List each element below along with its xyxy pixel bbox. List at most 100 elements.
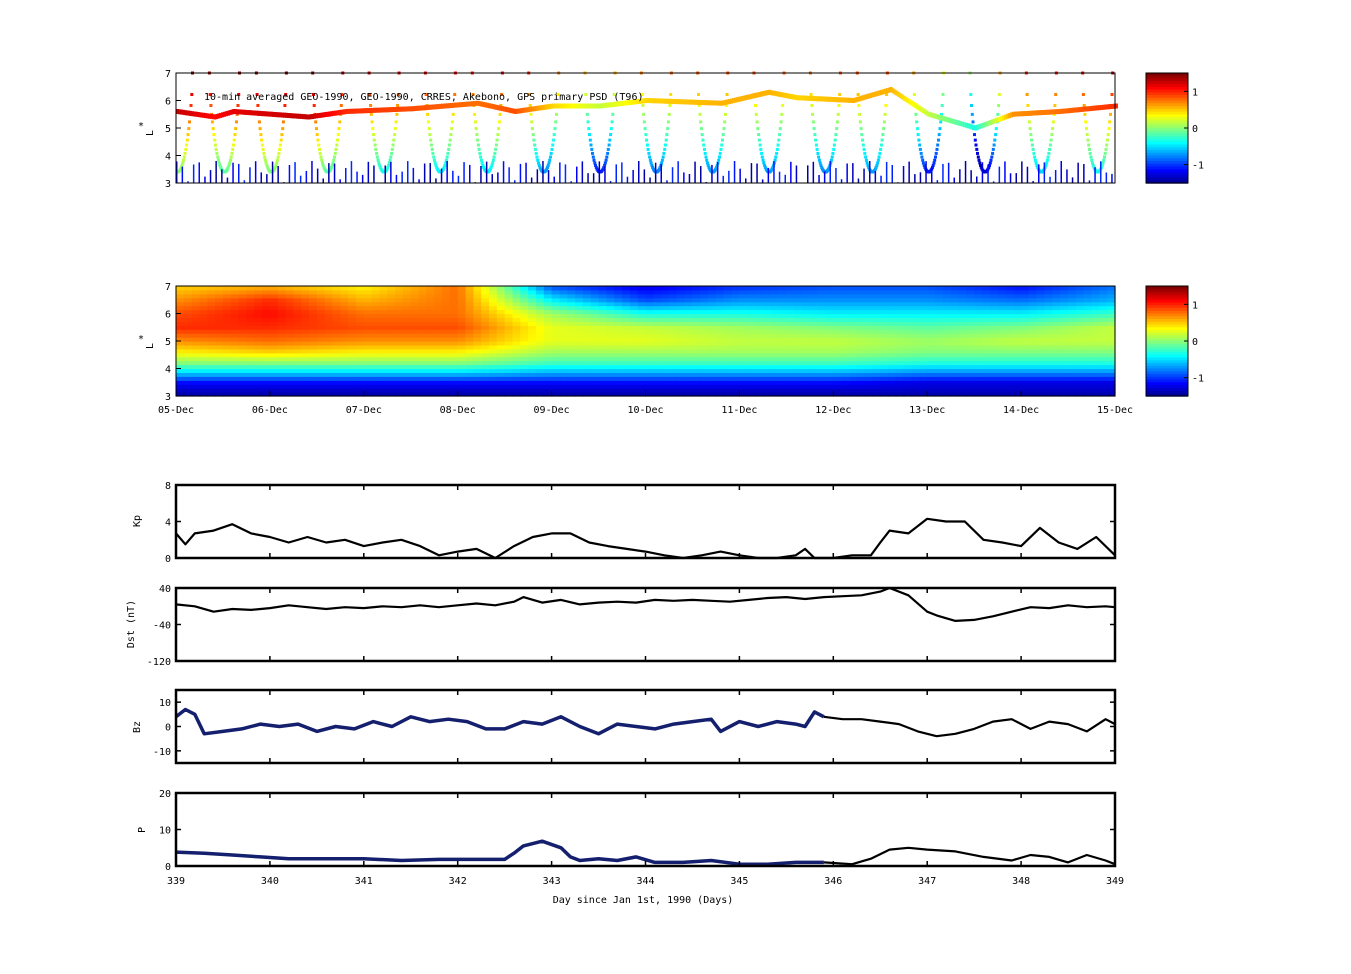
- psd-cell: [269, 325, 279, 330]
- geo-track-point: [564, 103, 568, 109]
- psd-cell: [543, 293, 553, 299]
- psd-cell: [191, 325, 201, 330]
- psd-cell: [543, 325, 553, 330]
- psd-cell: [755, 344, 764, 350]
- psd-cell: [841, 289, 850, 295]
- psd-cell: [528, 356, 537, 362]
- psd-pass-point: [939, 120, 943, 124]
- psd-cell: [653, 356, 662, 362]
- psd-cell: [269, 384, 279, 389]
- psd-cell: [989, 313, 999, 318]
- psd-cell: [708, 309, 717, 315]
- geo-track-point: [228, 110, 232, 116]
- psd-cell: [520, 286, 529, 291]
- psd-cell: [191, 305, 201, 311]
- psd-cell: [700, 309, 709, 315]
- psd-cell: [379, 341, 388, 346]
- psd-pass-point: [236, 104, 240, 107]
- psd-cell: [473, 356, 482, 362]
- psd-cell: [363, 321, 373, 326]
- psd-cell: [543, 333, 553, 338]
- geo-track-point: [414, 105, 418, 111]
- psd-cell: [942, 384, 952, 389]
- psd-cell: [708, 286, 717, 291]
- geo-track-point: [902, 95, 906, 101]
- psd-cell: [927, 348, 936, 354]
- psd-pass-point: [932, 161, 936, 165]
- psd-cell: [340, 360, 349, 366]
- psd-cell: [997, 293, 1006, 299]
- psd-cell: [1107, 309, 1116, 315]
- psd-cell: [778, 372, 787, 377]
- colorbar-swatch: [1146, 357, 1188, 361]
- psd-cell: [770, 293, 780, 299]
- geo-track-point: [224, 111, 228, 117]
- psd-pass-point: [216, 155, 220, 159]
- colorbar-swatch: [1146, 288, 1188, 293]
- psd-cell: [199, 376, 208, 381]
- psd-cell: [449, 313, 459, 318]
- psd-cell: [387, 356, 396, 362]
- geo-track-point: [786, 93, 790, 99]
- geo-track-point: [485, 102, 489, 108]
- psd-cell: [183, 309, 193, 315]
- psd-cell: [340, 376, 349, 381]
- psd-cell: [802, 329, 811, 334]
- psd-cell: [958, 289, 967, 295]
- psd-cell: [238, 364, 247, 370]
- psd-cell: [269, 376, 279, 381]
- psd-cell: [817, 286, 826, 291]
- psd-cell: [629, 325, 639, 330]
- geo-track-point: [810, 96, 814, 101]
- psd-cell: [919, 352, 928, 358]
- psd-cell: [888, 286, 897, 291]
- psd-cell: [841, 293, 850, 299]
- psd-pass-point: [233, 133, 237, 137]
- psd-cell: [919, 356, 928, 362]
- psd-cell: [285, 360, 294, 366]
- psd-cell: [379, 360, 388, 366]
- psd-low-L-trace: [835, 168, 837, 183]
- psd-cell: [183, 372, 193, 377]
- psd-cell: [1083, 388, 1093, 393]
- psd-observed-colorbar: 10-1: [1145, 72, 1204, 184]
- psd-cell: [543, 380, 553, 385]
- psd-cell: [723, 376, 733, 381]
- psd-cell: [989, 364, 999, 370]
- geo-track-point: [484, 102, 487, 108]
- psd-cell: [684, 317, 693, 322]
- colorbar-swatch: [1146, 346, 1188, 350]
- psd-cell: [238, 380, 247, 385]
- psd-cell: [950, 352, 960, 358]
- geo-track-point: [1079, 107, 1083, 112]
- psd-cell: [637, 356, 647, 362]
- psd-cell: [1021, 341, 1030, 346]
- psd-cell: [692, 360, 701, 366]
- psd-cell: [1013, 344, 1022, 350]
- psd-cell: [1083, 293, 1093, 299]
- psd-cell: [262, 364, 271, 370]
- psd-cell: [340, 341, 349, 346]
- psd-pass-point: [778, 127, 782, 131]
- psd-cell: [543, 372, 553, 377]
- psd-pass-point: [836, 112, 840, 116]
- psd-cell: [489, 313, 498, 318]
- psd-cell: [582, 352, 592, 358]
- geo-track-point: [185, 110, 189, 116]
- psd-pass-point: [762, 161, 766, 165]
- psd-low-L-trace: [998, 166, 1001, 183]
- psd-cell: [1075, 380, 1085, 385]
- psd-cell: [449, 380, 459, 385]
- geo-track-point: [452, 102, 456, 108]
- psd-cell: [301, 341, 310, 346]
- psd-cell: [418, 344, 427, 350]
- psd-cell: [324, 368, 334, 373]
- psd-cell: [379, 384, 388, 389]
- psd-cell: [551, 341, 560, 346]
- psd-cell: [841, 360, 850, 366]
- colorbar-swatch: [1146, 291, 1188, 295]
- psd-cell: [418, 333, 427, 338]
- psd-cell: [481, 325, 490, 330]
- geo-track-point: [339, 109, 343, 115]
- psd-cell: [958, 325, 967, 330]
